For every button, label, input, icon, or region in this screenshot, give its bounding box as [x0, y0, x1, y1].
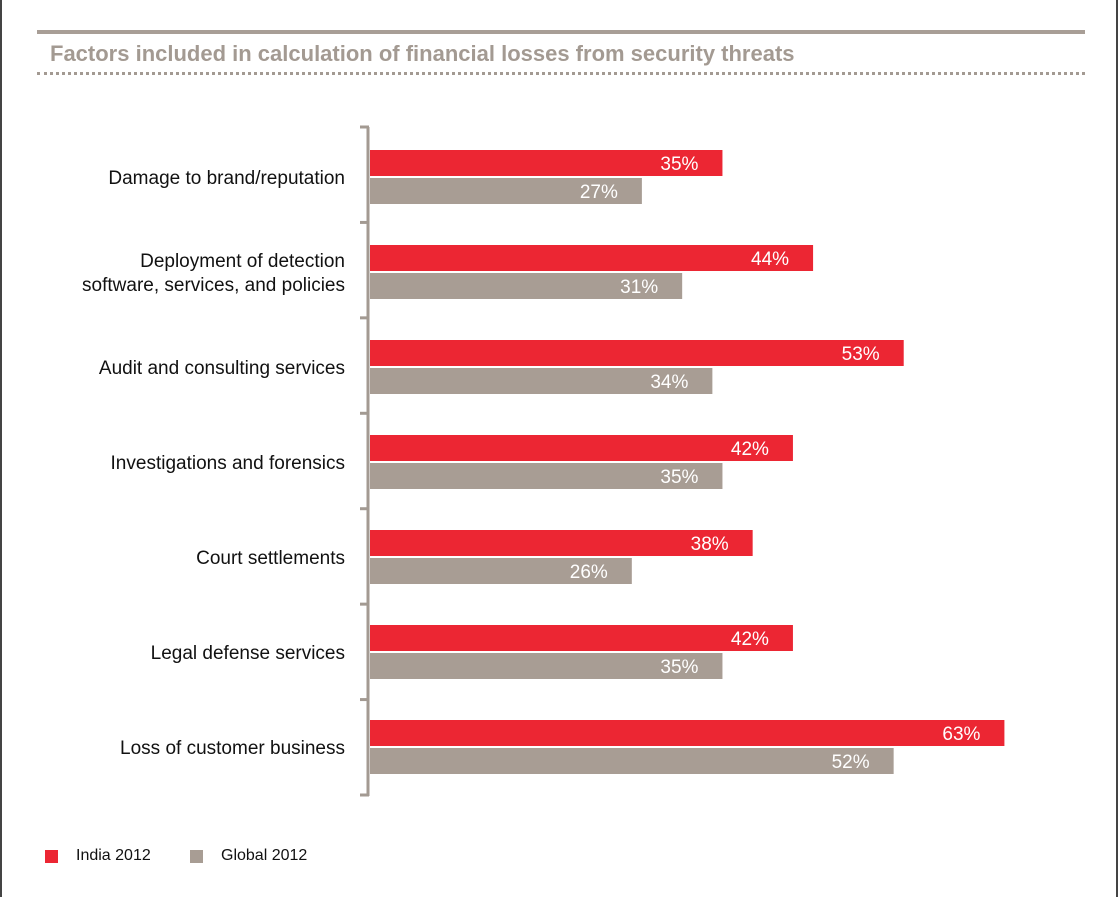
- data-label-india: 53%: [842, 344, 880, 365]
- data-label-global: 35%: [660, 467, 698, 488]
- category-label-line: software, services, and policies: [82, 275, 345, 296]
- legend-item-global: Global 2012: [190, 847, 307, 865]
- bar-global: [370, 558, 632, 584]
- data-label-global: 26%: [570, 562, 608, 583]
- category-label: Damage to brand/reputation: [108, 168, 345, 189]
- data-label-india: 38%: [691, 534, 729, 555]
- category-label: Deployment of detection software, service…: [82, 251, 345, 296]
- category-label-line: Audit and consulting services: [99, 358, 345, 379]
- data-label-india: 42%: [731, 629, 769, 650]
- category-label: Court settlements: [196, 548, 345, 569]
- data-label-global: 31%: [620, 277, 658, 298]
- legend-swatch-global: [190, 849, 203, 863]
- data-label-india: 63%: [942, 724, 980, 745]
- category-label: Loss of customer business: [120, 738, 345, 759]
- data-label-india: 42%: [731, 439, 769, 460]
- bar-india: [370, 435, 793, 461]
- legend-label-india: India 2012: [76, 847, 151, 864]
- category-label: Audit and consulting services: [99, 358, 345, 379]
- category-label: Investigations and forensics: [111, 453, 345, 474]
- bar-global: [370, 463, 723, 489]
- bar-global: [370, 368, 713, 394]
- title-rule: [37, 30, 1085, 34]
- data-label-global: 34%: [650, 372, 688, 393]
- legend-swatch-india: [45, 849, 58, 863]
- legend-item-india: India 2012: [45, 847, 151, 865]
- title-dotted-divider: [37, 72, 1085, 75]
- category-label-line: Loss of customer business: [120, 738, 345, 759]
- category-label-line: Damage to brand/reputation: [108, 168, 345, 189]
- data-label-global: 35%: [660, 657, 698, 678]
- category-label-line: Deployment of detection: [140, 251, 345, 272]
- bar-global: [370, 178, 642, 204]
- bar-india: [370, 720, 1005, 746]
- bar-global: [370, 653, 723, 679]
- bar-india: [370, 530, 753, 556]
- legend-label-global: Global 2012: [221, 847, 308, 864]
- data-label-india: 35%: [660, 154, 698, 175]
- bar-india: [370, 150, 723, 176]
- category-label-line: Investigations and forensics: [111, 453, 345, 474]
- category-label-line: Legal defense services: [151, 643, 345, 664]
- data-label-india: 44%: [751, 249, 789, 270]
- chart-title: Factors included in calculation of finan…: [50, 41, 795, 66]
- data-label-global: 27%: [580, 182, 618, 203]
- frame-left-border: [0, 0, 2, 897]
- bar-india: [370, 625, 793, 651]
- category-label-line: Court settlements: [196, 548, 345, 569]
- bar-global: [370, 748, 894, 774]
- bar-india: [370, 245, 814, 271]
- bar-global: [370, 273, 683, 299]
- category-label: Legal defense services: [151, 643, 345, 664]
- frame-right-border: [1116, 0, 1118, 897]
- bar-india: [370, 340, 904, 366]
- data-label-global: 52%: [832, 752, 870, 773]
